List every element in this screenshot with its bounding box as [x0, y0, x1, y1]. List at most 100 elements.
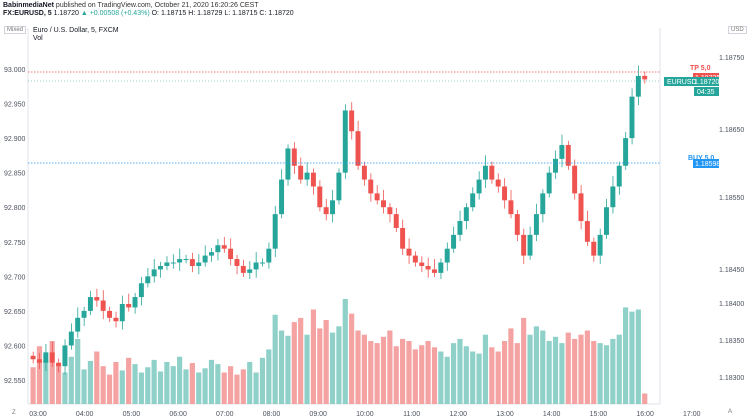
volume-bar	[94, 351, 100, 404]
candle-body	[457, 221, 463, 235]
candle-body	[279, 179, 285, 215]
candle-body	[317, 186, 323, 208]
candle-body	[177, 259, 183, 263]
candle-body	[349, 110, 355, 132]
author-name[interactable]: BabinmediaNet	[3, 2, 54, 9]
chart-area[interactable]: 93.000 92.950 92.900 92.850 92.800 92.750 92.7…	[0, 20, 750, 420]
ohlc-values: O: 1.18715 H: 1.18729 L: 1.18715 C: 1.18…	[151, 10, 294, 17]
current-price-value: 1.18720	[694, 79, 719, 86]
candle-body	[381, 200, 386, 208]
auto-scale-button[interactable]: A	[728, 409, 733, 415]
volume-bar	[355, 330, 361, 404]
right-axis-tick: 1.18450	[719, 267, 744, 274]
current-symbol-tag: EURUSD	[667, 79, 697, 86]
zoom-button[interactable]: Z	[12, 410, 16, 416]
volume-bar	[514, 343, 520, 404]
candle-body	[578, 193, 584, 222]
right-axis-tick: 1.18300	[719, 375, 744, 382]
volume-bar	[285, 335, 291, 404]
candle-body	[629, 96, 635, 139]
time-axis-tick: 03:00	[29, 411, 47, 418]
candle-body	[158, 265, 163, 270]
volume-bar	[298, 317, 304, 404]
candle-body	[259, 262, 265, 264]
volume-bar	[642, 393, 648, 404]
left-axis-tick: 92.900	[4, 136, 26, 143]
chart-canvas[interactable]: 93.000 92.950 92.900 92.850 92.800 92.750 92.7…	[0, 20, 750, 420]
volume-bar	[495, 351, 501, 404]
candle-body	[527, 234, 533, 256]
volume-bar	[361, 334, 367, 404]
candle-body	[126, 303, 132, 308]
left-axis-tick: 92.800	[4, 205, 26, 212]
volume-bar	[406, 341, 412, 404]
candle-body	[482, 165, 488, 180]
volume-bar	[565, 332, 571, 404]
volume-bar	[412, 349, 418, 404]
volume-bar	[113, 362, 119, 404]
candle-body	[234, 259, 240, 266]
time-axis-tick: 12:00	[450, 411, 468, 418]
volume-bar	[55, 364, 62, 404]
candle-body	[387, 207, 393, 215]
candle-body	[546, 172, 552, 194]
candle-body	[87, 297, 93, 311]
volume-bar	[584, 330, 590, 404]
volume-bar	[202, 368, 208, 404]
currency-button[interactable]: USD	[728, 26, 747, 34]
volume-bar	[30, 367, 36, 404]
candle-body	[623, 138, 629, 166]
candle-body	[68, 331, 74, 346]
candle-body	[597, 234, 603, 256]
left-axis-tick: 92.700	[4, 274, 26, 281]
candle-body	[62, 345, 68, 367]
take-profit-label: TP 5,0	[690, 65, 711, 72]
volume-bar	[482, 334, 489, 404]
buy-order-price: 1.18598	[695, 161, 720, 168]
current-price-tag	[664, 77, 719, 86]
time-axis-tick: 13:00	[496, 411, 514, 418]
candle-body	[221, 245, 227, 249]
volume-bar	[291, 322, 297, 404]
volume-bar	[183, 369, 189, 404]
volume-bar	[393, 346, 399, 404]
volume-bar	[49, 341, 55, 404]
candle-body	[208, 252, 214, 256]
candle-body	[94, 297, 100, 301]
candle-body	[49, 352, 55, 363]
candle-body	[444, 248, 450, 263]
volume-bar	[450, 343, 457, 404]
left-axis-tick: 92.650	[4, 309, 26, 316]
volume-bar	[489, 347, 495, 404]
current-price-text: 1.18720	[53, 10, 79, 17]
candle-body	[30, 355, 36, 360]
candle-body	[374, 193, 380, 201]
volume-bar	[317, 328, 323, 404]
candle-body	[183, 259, 189, 261]
candle-body	[412, 255, 418, 263]
left-axis-tick: 92.850	[4, 171, 26, 178]
time-axis-tick: 14:00	[543, 411, 561, 418]
left-axis-tick: 92.600	[4, 343, 26, 350]
candle-body	[553, 158, 559, 173]
candle-body	[540, 193, 546, 215]
candle-body	[151, 269, 157, 277]
candle-body	[393, 214, 399, 228]
volume-bar	[132, 364, 138, 404]
scale-mode-button[interactable]: Mixed	[4, 26, 27, 34]
volume-bar	[215, 364, 221, 404]
volume-bar	[272, 314, 278, 404]
candle-body	[81, 310, 87, 318]
volume-bar	[310, 309, 317, 404]
candle-body	[559, 145, 565, 159]
time-axis-tick: 07:00	[216, 411, 234, 418]
right-axis-tick: 1.18400	[719, 301, 744, 308]
time-axis-tick: 16:00	[636, 411, 654, 418]
volume-bar	[151, 359, 157, 404]
volume-bar	[266, 349, 272, 404]
time-axis-tick: 11:00	[403, 411, 420, 418]
volume-bar	[591, 341, 597, 404]
volume-bar	[119, 370, 125, 404]
volume-bar	[68, 356, 74, 404]
volume-bar	[635, 309, 641, 404]
